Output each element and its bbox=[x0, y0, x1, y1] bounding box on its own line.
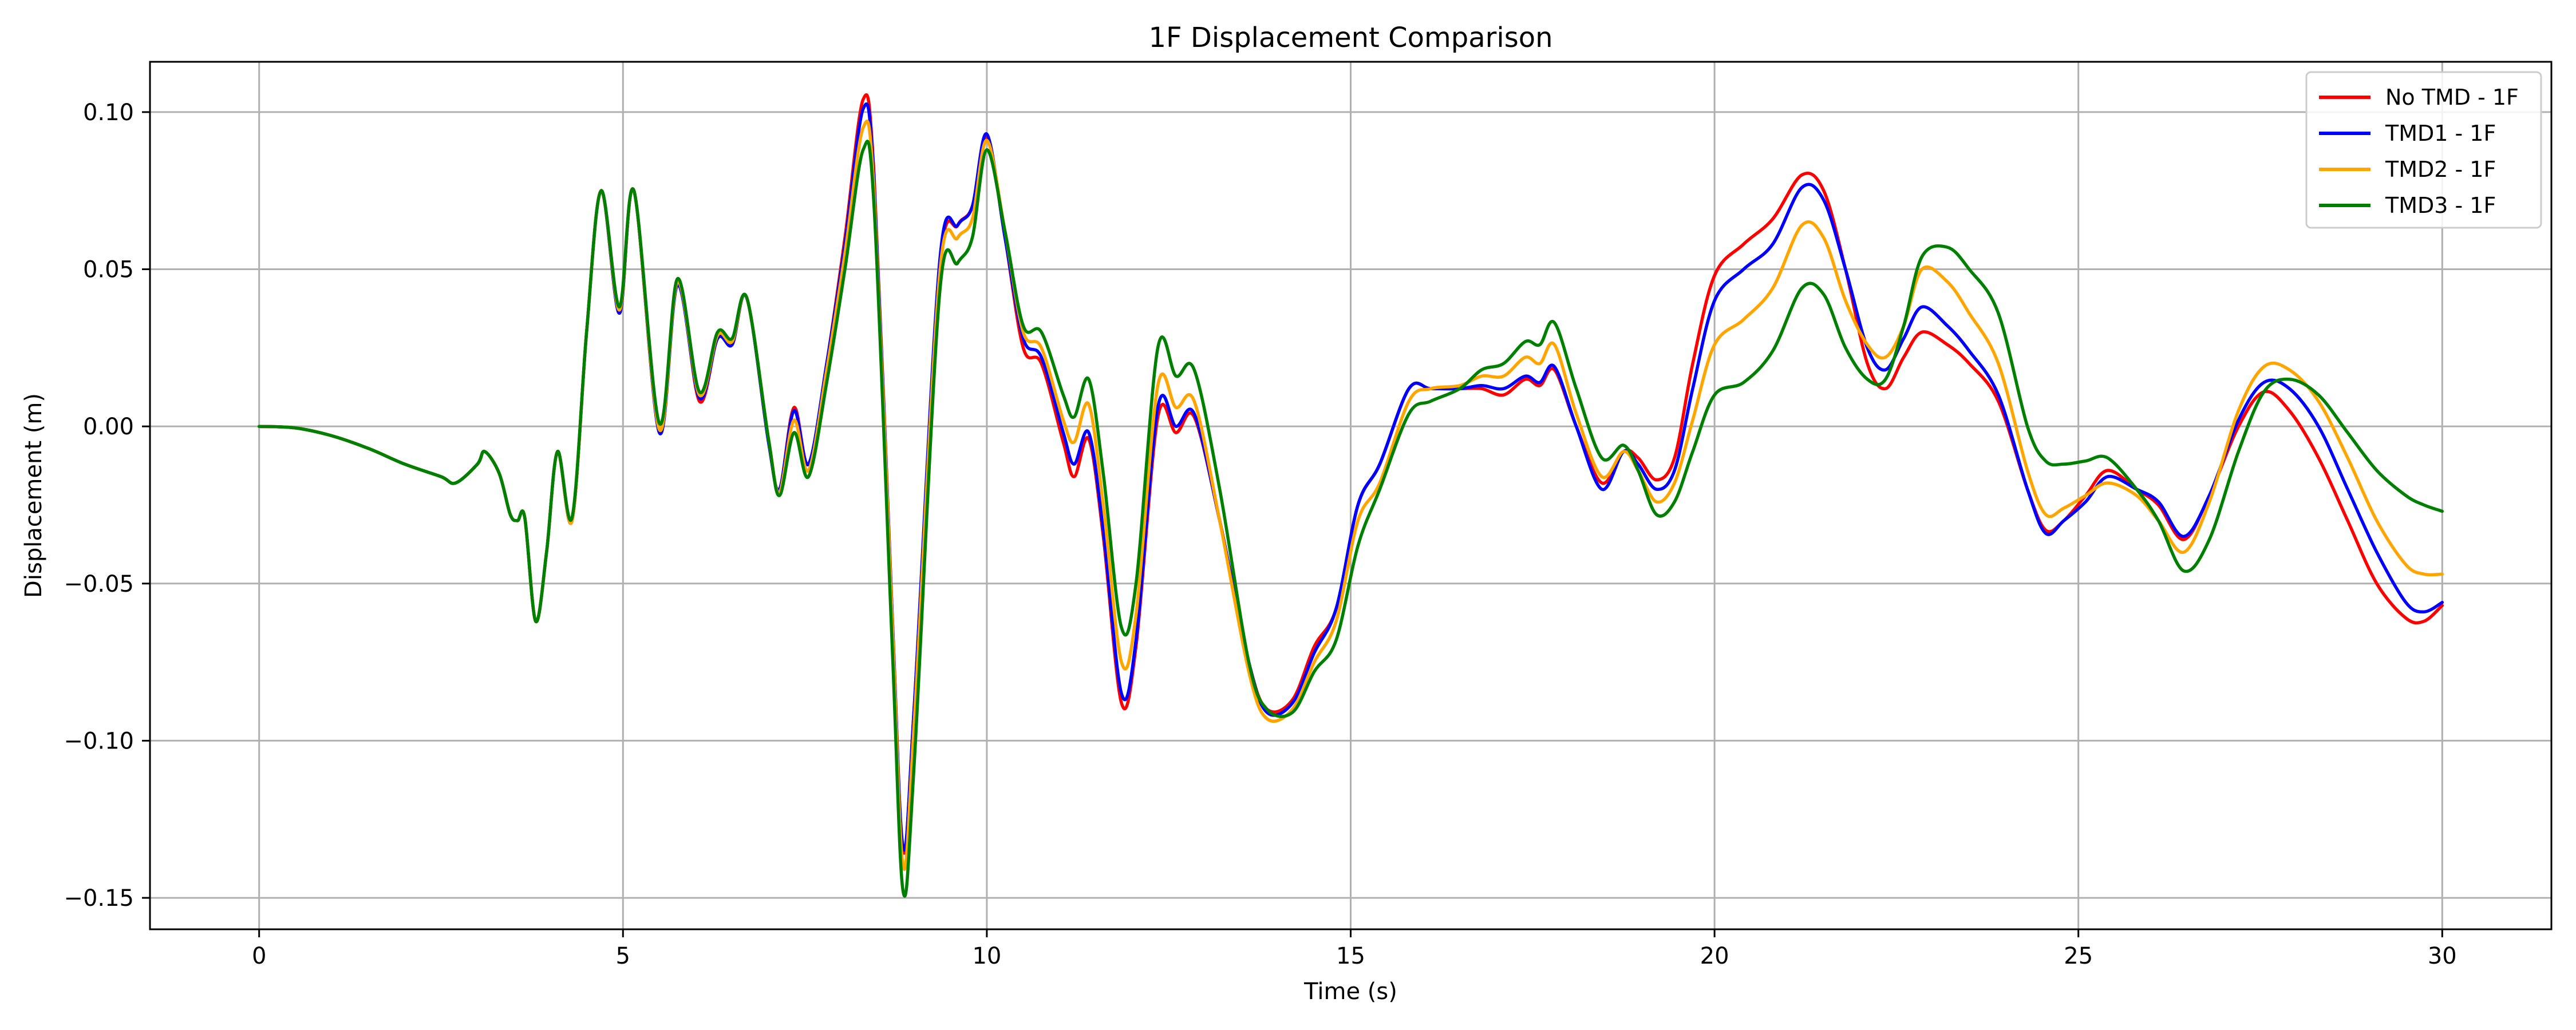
x-tick-label: 5 bbox=[616, 943, 630, 969]
x-tick-label: 15 bbox=[1336, 943, 1365, 969]
series-line-3 bbox=[257, 120, 2444, 871]
legend: No TMD - 1F TMD1 - 1F TMD2 - 1F TMD3 - 1F bbox=[2305, 71, 2542, 229]
legend-entry: No TMD - 1F bbox=[2385, 85, 2519, 110]
y-tick-label: 0.05 bbox=[83, 257, 134, 283]
y-tick-label: 0.10 bbox=[83, 100, 134, 126]
series-lines bbox=[257, 93, 2444, 898]
y-tick-label: 0.00 bbox=[83, 414, 134, 440]
legend-box bbox=[2305, 71, 2542, 229]
legend-entry: TMD2 - 1F bbox=[2385, 157, 2496, 182]
x-tick-label: 10 bbox=[972, 943, 1001, 969]
legend-entry: TMD1 - 1F bbox=[2385, 121, 2496, 146]
y-tick-label: −0.05 bbox=[64, 571, 134, 597]
legend-entry: TMD3 - 1F bbox=[2385, 193, 2496, 218]
x-tick-label: 20 bbox=[1700, 943, 1729, 969]
x-tick-label: 25 bbox=[2064, 943, 2093, 969]
x-tick-label: 30 bbox=[2428, 943, 2457, 969]
axis-ticks: 0 5 10 15 20 25 30 −0.15 −0.10 −0.05 0.00 0.05 0.10 bbox=[64, 100, 2456, 969]
grid-lines bbox=[150, 62, 2551, 929]
x-axis-label: Time (s) bbox=[1303, 978, 1397, 1005]
chart-title: 1F Displacement Comparison bbox=[1148, 22, 1552, 54]
x-tick-label: 0 bbox=[252, 943, 266, 969]
y-tick-label: −0.10 bbox=[64, 728, 134, 754]
series-line-4 bbox=[257, 140, 2444, 898]
y-tick-label: −0.15 bbox=[64, 885, 134, 912]
y-axis-label: Displacement (m) bbox=[21, 393, 47, 598]
